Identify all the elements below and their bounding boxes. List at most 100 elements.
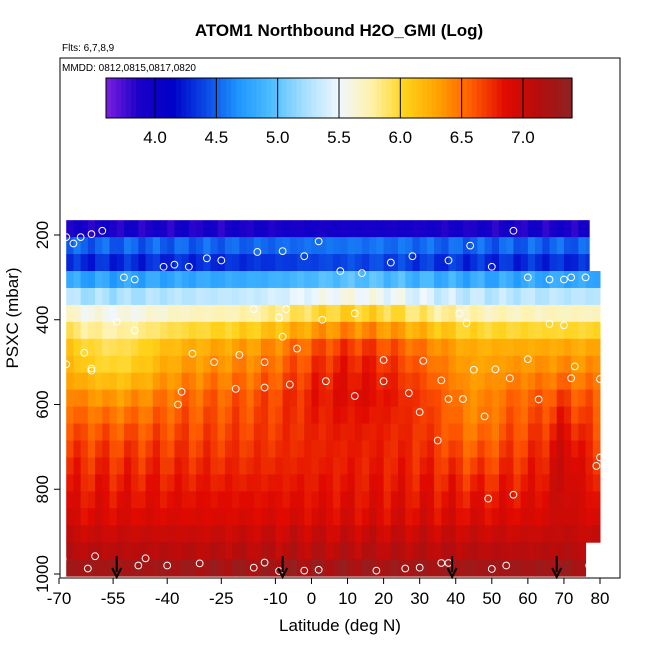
heatmap-cell xyxy=(563,220,572,238)
sample-points xyxy=(58,226,622,575)
colorbar-tick-label: 6.5 xyxy=(450,128,474,147)
colorbar-segment xyxy=(416,78,423,118)
heatmap-cell xyxy=(297,321,305,340)
heatmap-cell xyxy=(145,287,154,306)
heatmap-cell xyxy=(405,542,413,560)
y-tick-label: 200 xyxy=(33,221,52,249)
heatmap-cell xyxy=(361,525,370,543)
heatmap-cell xyxy=(282,423,291,442)
heatmap-cell xyxy=(102,559,110,577)
heatmap-cell xyxy=(325,321,334,340)
heatmap-cell xyxy=(354,338,363,357)
heatmap-cell xyxy=(499,440,507,458)
heatmap-cell xyxy=(210,423,219,442)
x-tick-label: -40 xyxy=(155,589,180,608)
colorbar-segment xyxy=(181,78,187,118)
sample-point xyxy=(610,329,619,338)
heatmap-cell xyxy=(520,372,529,391)
heatmap-cell xyxy=(354,355,363,374)
colorbar-segment xyxy=(261,78,267,118)
heatmap-cell xyxy=(232,338,240,357)
heatmap-cell xyxy=(297,457,305,475)
heatmap-cell xyxy=(361,440,370,458)
heatmap-cell xyxy=(311,406,320,425)
heatmap-cell xyxy=(116,321,125,340)
heatmap-cell xyxy=(347,287,356,306)
colorbar-segment xyxy=(191,78,197,118)
heatmap-cell xyxy=(549,474,558,492)
heatmap-cell xyxy=(592,271,601,289)
heatmap-cell xyxy=(145,372,154,391)
y-tick-label: 1000 xyxy=(33,555,52,593)
heatmap-cell xyxy=(210,457,219,475)
heatmap-cell xyxy=(535,559,543,577)
heatmap-cell xyxy=(376,338,385,357)
heatmap-cell xyxy=(282,406,291,425)
heatmap-cell xyxy=(232,389,240,408)
sample-point xyxy=(80,348,89,357)
heatmap-cell xyxy=(571,338,579,357)
heatmap-cell xyxy=(203,372,211,391)
heatmap-cell xyxy=(152,457,161,475)
heatmap-cell xyxy=(491,355,500,374)
heatmap-cell xyxy=(506,271,514,289)
heatmap-cell xyxy=(73,491,82,509)
heatmap-cell xyxy=(282,542,291,560)
heatmap-cell xyxy=(145,321,154,340)
heatmap-cell xyxy=(217,559,226,577)
heatmap-cell xyxy=(592,457,601,475)
heatmap-cell xyxy=(390,440,399,458)
heatmap-cell xyxy=(318,287,327,306)
heatmap-cell xyxy=(289,491,298,509)
heatmap-cell xyxy=(123,423,132,442)
heatmap-cell xyxy=(527,372,536,391)
heatmap-cell xyxy=(347,559,356,577)
heatmap-cell xyxy=(354,508,363,526)
heatmap-cell xyxy=(289,372,298,391)
heatmap-cell xyxy=(289,423,298,442)
heatmap-cell xyxy=(383,559,392,577)
heatmap-cell xyxy=(412,254,421,272)
heatmap-cell xyxy=(462,474,471,492)
heatmap-cell xyxy=(419,271,428,289)
heatmap-cell xyxy=(462,491,471,509)
heatmap-cell xyxy=(513,474,522,492)
heatmap-cell xyxy=(325,355,334,374)
heatmap-cell xyxy=(477,508,486,526)
heatmap-cell xyxy=(116,474,125,492)
heatmap-cell xyxy=(304,321,312,340)
heatmap-cell xyxy=(73,423,82,442)
heatmap-cell xyxy=(304,457,312,475)
heatmap-cell xyxy=(152,271,161,289)
heatmap-cell xyxy=(441,321,450,340)
heatmap-cell xyxy=(484,271,493,289)
colorbar-segment xyxy=(441,78,448,118)
colorbar: 4.0 4.5 5.0 5.5 6.0 6.5 7.0 xyxy=(105,77,573,147)
heatmap-cell xyxy=(95,287,103,306)
heatmap-cell xyxy=(80,220,89,238)
heatmap-cell xyxy=(224,237,233,255)
heatmap-cell xyxy=(152,321,161,340)
heatmap-cell xyxy=(253,237,262,255)
heatmap-cell xyxy=(246,508,255,526)
heatmap-cell xyxy=(426,237,435,255)
heatmap-cell xyxy=(73,542,82,560)
heatmap-cell xyxy=(535,474,543,492)
heatmap-cell xyxy=(499,237,507,255)
heatmap-cell xyxy=(152,406,161,425)
heatmap-cell xyxy=(398,491,406,509)
heatmap-cell xyxy=(340,406,349,425)
heatmap-cell xyxy=(152,237,161,255)
heatmap-cell xyxy=(196,220,204,238)
heatmap-cell xyxy=(181,542,190,560)
heatmap-cell xyxy=(232,440,240,458)
heatmap-cell xyxy=(549,372,558,391)
heatmap-cell xyxy=(289,287,298,306)
heatmap-cell xyxy=(174,542,183,560)
heatmap-cell xyxy=(123,508,132,526)
colorbar-segment xyxy=(126,78,132,118)
heatmap-cell xyxy=(542,237,551,255)
heatmap-cell xyxy=(138,321,147,340)
heatmap-cell xyxy=(462,271,471,289)
heatmap-cell xyxy=(455,491,464,509)
